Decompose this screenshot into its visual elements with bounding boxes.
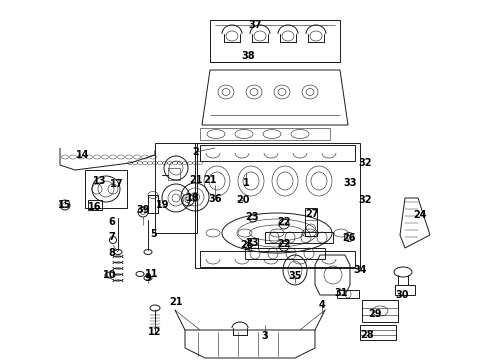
Text: 6: 6 <box>109 217 115 227</box>
Text: 22: 22 <box>277 239 291 249</box>
Text: 23: 23 <box>245 238 259 248</box>
Bar <box>200 145 355 161</box>
Bar <box>200 128 330 140</box>
Text: 15: 15 <box>58 200 72 210</box>
Bar <box>360 325 396 340</box>
Text: 14: 14 <box>76 150 90 160</box>
Text: 37: 37 <box>248 20 262 30</box>
Bar <box>245 248 325 259</box>
Bar <box>88 200 102 210</box>
Bar <box>305 208 317 236</box>
Bar <box>248 238 258 248</box>
Text: 32: 32 <box>358 158 372 168</box>
Text: 19: 19 <box>156 200 170 210</box>
Text: 18: 18 <box>186 193 200 203</box>
Bar <box>155 143 197 233</box>
Bar <box>195 143 360 268</box>
Text: 13: 13 <box>93 176 107 186</box>
Text: 10: 10 <box>103 270 117 280</box>
Text: 31: 31 <box>334 288 348 298</box>
Bar <box>265 232 333 243</box>
Text: 17: 17 <box>110 179 124 189</box>
Text: 27: 27 <box>305 209 319 219</box>
Text: 21: 21 <box>169 297 183 307</box>
Text: 32: 32 <box>358 195 372 205</box>
Text: 30: 30 <box>395 290 409 300</box>
Text: 34: 34 <box>353 265 367 275</box>
Text: 21: 21 <box>203 175 217 185</box>
Bar <box>85 170 127 208</box>
Text: 2: 2 <box>193 147 199 157</box>
Text: 26: 26 <box>342 233 356 243</box>
Text: 9: 9 <box>145 273 151 283</box>
Bar <box>168 168 180 180</box>
Text: 29: 29 <box>368 309 382 319</box>
Text: 3: 3 <box>262 331 269 341</box>
Text: 25: 25 <box>240 240 254 250</box>
Bar <box>210 20 340 62</box>
Text: 39: 39 <box>136 205 150 215</box>
Text: 36: 36 <box>208 194 222 204</box>
Text: 8: 8 <box>109 248 116 258</box>
Text: 24: 24 <box>413 210 427 220</box>
Text: 23: 23 <box>245 212 259 222</box>
Bar <box>148 195 158 213</box>
Text: 5: 5 <box>150 229 157 239</box>
Bar <box>337 290 359 298</box>
Bar <box>362 300 398 322</box>
Text: 11: 11 <box>145 269 159 279</box>
Text: 33: 33 <box>343 178 357 188</box>
Text: 16: 16 <box>88 202 102 212</box>
Text: 1: 1 <box>243 178 249 188</box>
Text: 35: 35 <box>288 271 302 281</box>
Text: 28: 28 <box>360 330 374 340</box>
Text: 7: 7 <box>109 232 115 242</box>
Text: 4: 4 <box>318 300 325 310</box>
Text: 38: 38 <box>241 51 255 61</box>
Text: 12: 12 <box>148 327 162 337</box>
Text: 21: 21 <box>189 175 203 185</box>
Bar <box>395 285 415 295</box>
Text: 20: 20 <box>236 195 250 205</box>
Bar <box>200 251 355 267</box>
Text: 22: 22 <box>277 217 291 227</box>
